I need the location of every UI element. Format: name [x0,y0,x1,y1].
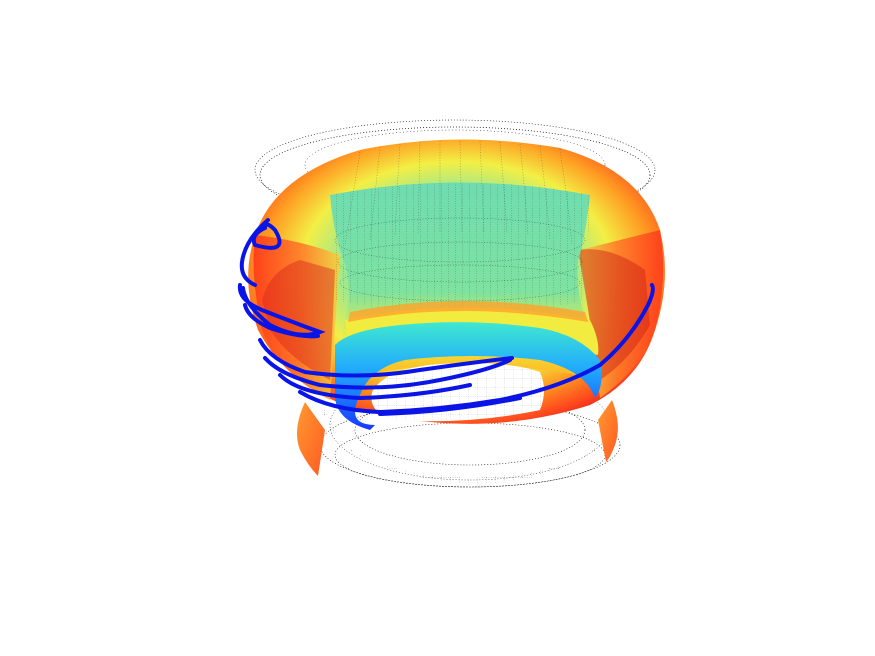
field-line-trajectory [237,218,655,416]
hole-mesh [371,363,544,422]
inner-wall-mesh [330,182,590,315]
torus-lower-lip [335,322,602,430]
torus-right-wall [580,230,664,398]
torus-lower-leg-right [598,400,618,462]
torus-left-pocket [262,260,335,380]
inner-wall-rings [334,217,586,302]
torus-left-wall [253,235,340,400]
wireframe-outer-rim [254,119,656,224]
outer-surface-mesh [344,140,573,246]
torus-orange-band [348,301,588,322]
torus-lower-leg-left [296,402,325,476]
